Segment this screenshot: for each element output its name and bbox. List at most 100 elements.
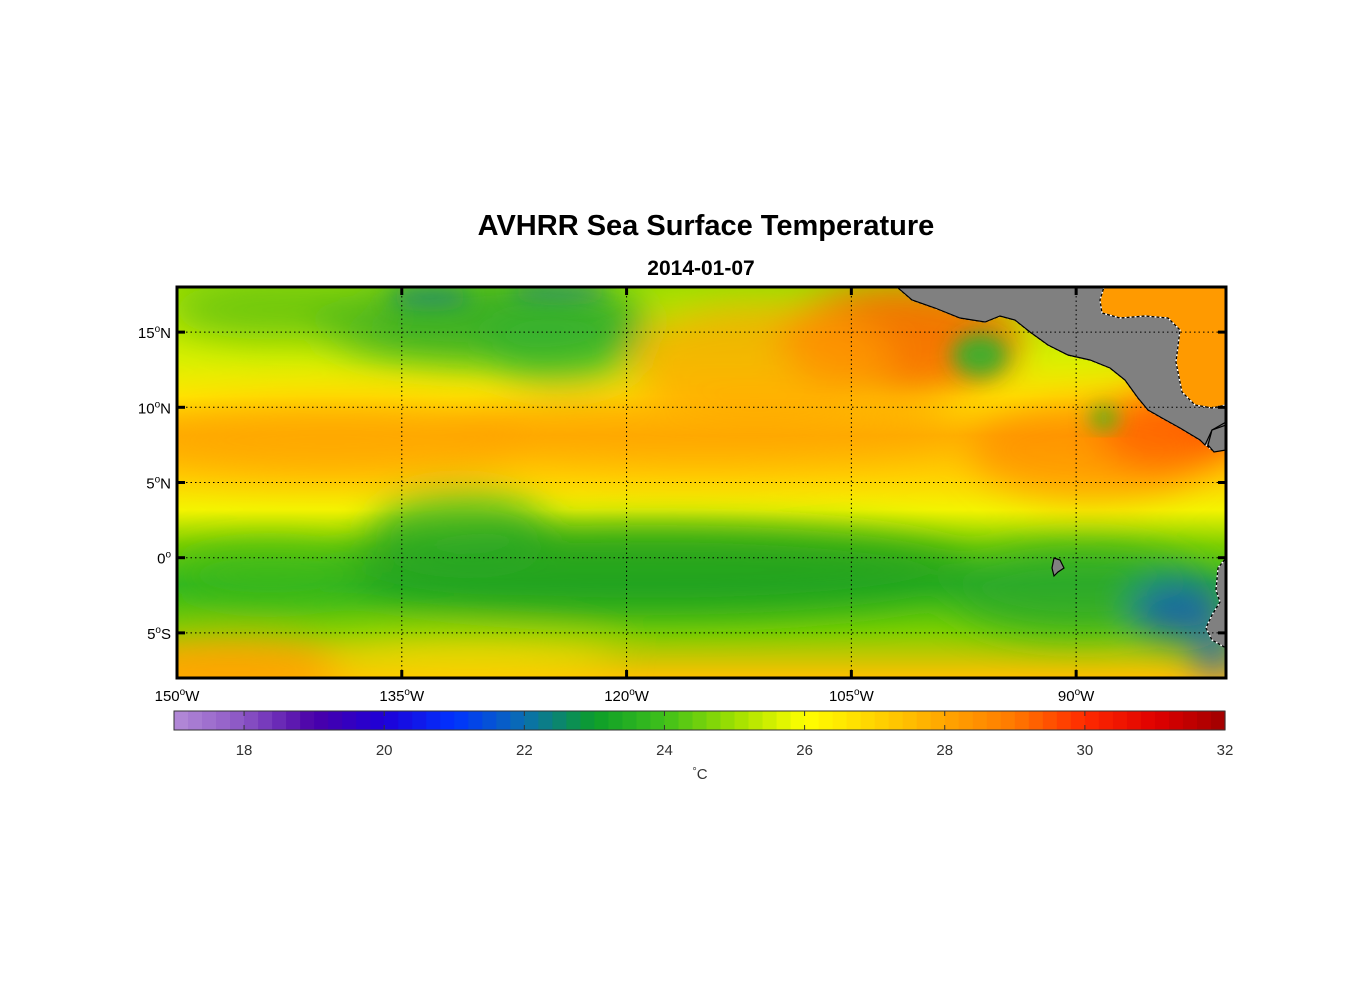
colorbar-cell-37	[692, 711, 708, 730]
colorbar-cell-63	[1056, 711, 1072, 730]
colorbar-cell-11	[328, 711, 343, 730]
colorbar-cell-26	[538, 711, 553, 730]
colorbar-ticks: 18 20 22 24 26 28 30 32	[236, 711, 1233, 759]
colorbar-cell-51	[888, 711, 904, 730]
colorbar-cell-62	[1042, 711, 1058, 730]
colorbar-cell-12	[342, 711, 357, 730]
colorbar-cell-72	[1182, 711, 1198, 730]
colorbar-cell-21	[468, 711, 483, 730]
lat-tick-label-1: 10oN	[138, 399, 171, 417]
lat-tick-deg: 0	[157, 551, 165, 568]
longitude-ticks: 150oW 135oW 120oW 105oW 90oW	[155, 287, 1095, 705]
colorbar-cell-65	[1084, 711, 1100, 730]
colorbar-cell-54	[930, 711, 946, 730]
colorbar-cell-60	[1014, 711, 1030, 730]
colorbar-cell-2	[202, 711, 217, 730]
colorbar-cell-35	[664, 711, 680, 730]
lon-tick-hem: W	[410, 688, 425, 705]
colorbar-cell-16	[398, 711, 413, 730]
colorbar-cell-43	[776, 711, 792, 730]
lat-tick-deg: 10	[138, 400, 155, 417]
lat-tick-sup: o	[165, 550, 171, 561]
lat-tick-label-3: 0o	[157, 550, 171, 568]
lon-tick-sup: o	[1075, 687, 1081, 698]
colorbar-cell-31	[608, 711, 624, 730]
lon-tick-label-3: 105oW	[829, 687, 875, 705]
colorbar-cell-8	[286, 711, 301, 730]
colorbar-cell-56	[958, 711, 974, 730]
colorbar-cell-58	[986, 711, 1002, 730]
colorbar-cell-36	[678, 711, 694, 730]
lon-tick-deg: 135	[379, 688, 404, 705]
colorbar-cell-20	[454, 711, 469, 730]
colorbar-cell-57	[972, 711, 988, 730]
colorbar-cell-44	[790, 711, 806, 730]
lat-tick-hem: S	[161, 626, 171, 643]
colorbar-cell-48	[846, 711, 862, 730]
lon-tick-label-0: 150oW	[155, 687, 201, 705]
lat-tick-deg: 5	[146, 476, 154, 493]
colorbar-cell-74	[1210, 711, 1226, 730]
colorbar-cell-50	[874, 711, 890, 730]
colorbar-cell-39	[720, 711, 736, 730]
colorbar-cell-3	[216, 711, 231, 730]
colorbar-cell-61	[1028, 711, 1044, 730]
colorbar-cell-47	[832, 711, 848, 730]
land-panama-tip	[1207, 424, 1226, 453]
colorbar-cell-40	[734, 711, 750, 730]
colorbar-cell-55	[944, 711, 960, 730]
lon-tick-sup: o	[854, 687, 860, 698]
colorbar-cell-23	[496, 711, 511, 730]
lat-tick-sup: o	[155, 324, 161, 335]
colorbar-cell-6	[258, 711, 273, 730]
colorbar-cell-45	[804, 711, 820, 730]
lon-tick-deg: 105	[829, 688, 854, 705]
lon-tick-hem: W	[635, 688, 650, 705]
lon-tick-deg: 90	[1058, 688, 1075, 705]
colorbar-cell-68	[1126, 711, 1142, 730]
colorbar-cell-30	[594, 711, 610, 730]
lat-tick-sup: o	[155, 475, 161, 486]
colorbar-cell-46	[818, 711, 834, 730]
colorbar-tick-label-0: 18	[236, 742, 253, 759]
colorbar-cell-7	[272, 711, 287, 730]
colorbar-tick-label-6: 30	[1077, 742, 1094, 759]
lat-tick-label-0: 15oN	[138, 324, 171, 342]
colorbar-cell-27	[552, 711, 567, 730]
lat-tick-hem: N	[160, 476, 171, 493]
colorbar-cell-24	[510, 711, 525, 730]
lon-tick-sup: o	[180, 687, 186, 698]
sst-detail	[390, 287, 1118, 430]
lon-tick-deg: 120	[604, 688, 629, 705]
colorbar-cells	[174, 711, 1226, 730]
lon-tick-hem: W	[185, 688, 200, 705]
colorbar-cell-71	[1168, 711, 1184, 730]
colorbar-cell-14	[370, 711, 385, 730]
colorbar-cell-64	[1070, 711, 1086, 730]
colorbar-cell-69	[1140, 711, 1156, 730]
colorbar-cell-5	[244, 711, 259, 730]
lat-tick-label-2: 5oN	[146, 475, 171, 493]
map-area	[177, 287, 1226, 678]
colorbar-cell-22	[482, 711, 497, 730]
colorbar-unit-degree: °	[692, 766, 696, 778]
colorbar-cell-42	[762, 711, 778, 730]
colorbar-cell-59	[1000, 711, 1016, 730]
colorbar-cell-67	[1112, 711, 1128, 730]
caribbean-sea	[1100, 287, 1226, 408]
map-grid	[177, 287, 1226, 678]
colorbar-cell-49	[860, 711, 876, 730]
lat-tick-label-4: 5oS	[147, 625, 171, 643]
colorbar-tick-label-5: 28	[936, 742, 953, 759]
colorbar-frame	[173, 710, 1226, 731]
colorbar-cell-25	[524, 711, 539, 730]
lat-tick-sup: o	[155, 625, 161, 636]
colorbar-cell-15	[384, 711, 399, 730]
colorbar-unit-label: °C	[692, 766, 707, 783]
colorbar-cell-34	[650, 711, 666, 730]
lon-tick-hem: W	[1080, 688, 1095, 705]
colorbar-tick-label-1: 20	[376, 742, 393, 759]
map-title: AVHRR Sea Surface Temperature	[478, 210, 935, 242]
